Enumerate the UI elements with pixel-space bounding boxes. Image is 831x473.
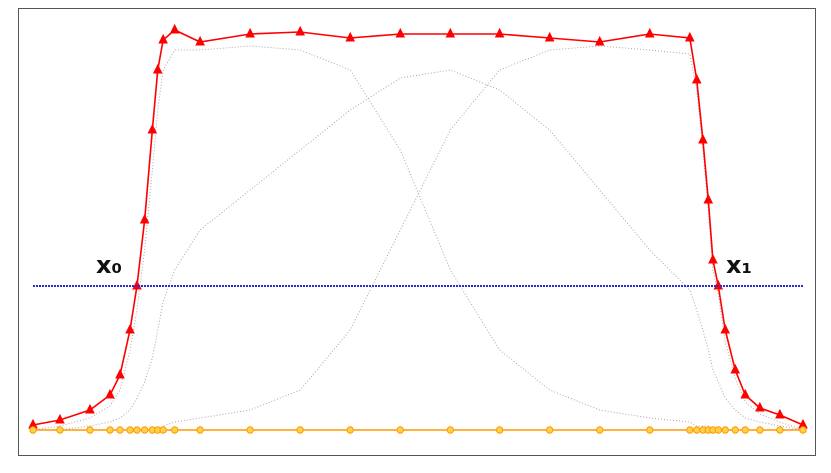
point-marker bbox=[698, 133, 708, 144]
point-marker bbox=[296, 426, 304, 434]
point-marker bbox=[140, 426, 149, 434]
annotation-label: x₀ bbox=[96, 251, 122, 279]
point-marker bbox=[730, 363, 741, 374]
point-marker bbox=[115, 368, 125, 379]
point-marker bbox=[396, 426, 404, 434]
point-marker bbox=[720, 323, 731, 334]
point-marker bbox=[116, 426, 124, 434]
point-marker bbox=[245, 27, 255, 38]
point-marker bbox=[714, 426, 722, 434]
point-marker bbox=[346, 426, 354, 434]
point-marker bbox=[721, 426, 729, 434]
point-marker bbox=[799, 426, 807, 434]
point-marker bbox=[158, 33, 168, 44]
point-marker bbox=[544, 31, 555, 42]
point-marker bbox=[703, 193, 714, 204]
point-marker bbox=[494, 27, 505, 38]
point-marker bbox=[693, 426, 701, 434]
point-marker bbox=[55, 413, 65, 424]
point-marker bbox=[395, 27, 406, 38]
point-marker bbox=[740, 388, 751, 399]
point-marker bbox=[776, 426, 784, 434]
annotation-label: x₁ bbox=[726, 251, 752, 279]
point-marker bbox=[56, 426, 64, 434]
point-marker bbox=[446, 426, 455, 434]
point-marker bbox=[775, 408, 785, 419]
point-marker bbox=[686, 426, 694, 434]
point-marker bbox=[147, 123, 158, 134]
point-marker bbox=[125, 323, 135, 334]
point-marker bbox=[646, 426, 654, 434]
point-marker bbox=[170, 426, 179, 434]
point-marker bbox=[708, 253, 718, 264]
point-marker bbox=[105, 388, 115, 399]
point-marker bbox=[85, 403, 95, 414]
point-marker bbox=[152, 63, 163, 74]
point-marker bbox=[495, 426, 504, 434]
series-line bbox=[33, 45, 804, 431]
point-marker bbox=[169, 23, 180, 34]
point-marker bbox=[755, 401, 765, 412]
point-marker bbox=[246, 426, 254, 434]
point-marker bbox=[29, 426, 37, 434]
point-marker bbox=[731, 426, 739, 434]
point-marker bbox=[545, 426, 554, 434]
point-marker bbox=[596, 426, 604, 434]
point-marker bbox=[106, 426, 114, 434]
point-marker bbox=[159, 426, 167, 434]
point-marker bbox=[445, 27, 456, 38]
point-marker bbox=[345, 31, 356, 42]
point-marker bbox=[139, 213, 150, 224]
point-marker bbox=[685, 31, 695, 42]
point-marker bbox=[133, 426, 141, 434]
point-marker bbox=[86, 426, 94, 434]
point-marker bbox=[741, 426, 749, 434]
point-marker bbox=[594, 35, 605, 46]
point-marker bbox=[195, 35, 205, 46]
point-marker bbox=[126, 426, 134, 434]
point-marker bbox=[644, 27, 655, 38]
series-line bbox=[33, 69, 804, 431]
point-marker bbox=[756, 426, 764, 434]
plot-frame bbox=[18, 8, 816, 456]
point-marker bbox=[196, 426, 204, 434]
point-marker bbox=[295, 25, 305, 36]
point-marker bbox=[691, 73, 702, 84]
series-line bbox=[32, 29, 804, 426]
